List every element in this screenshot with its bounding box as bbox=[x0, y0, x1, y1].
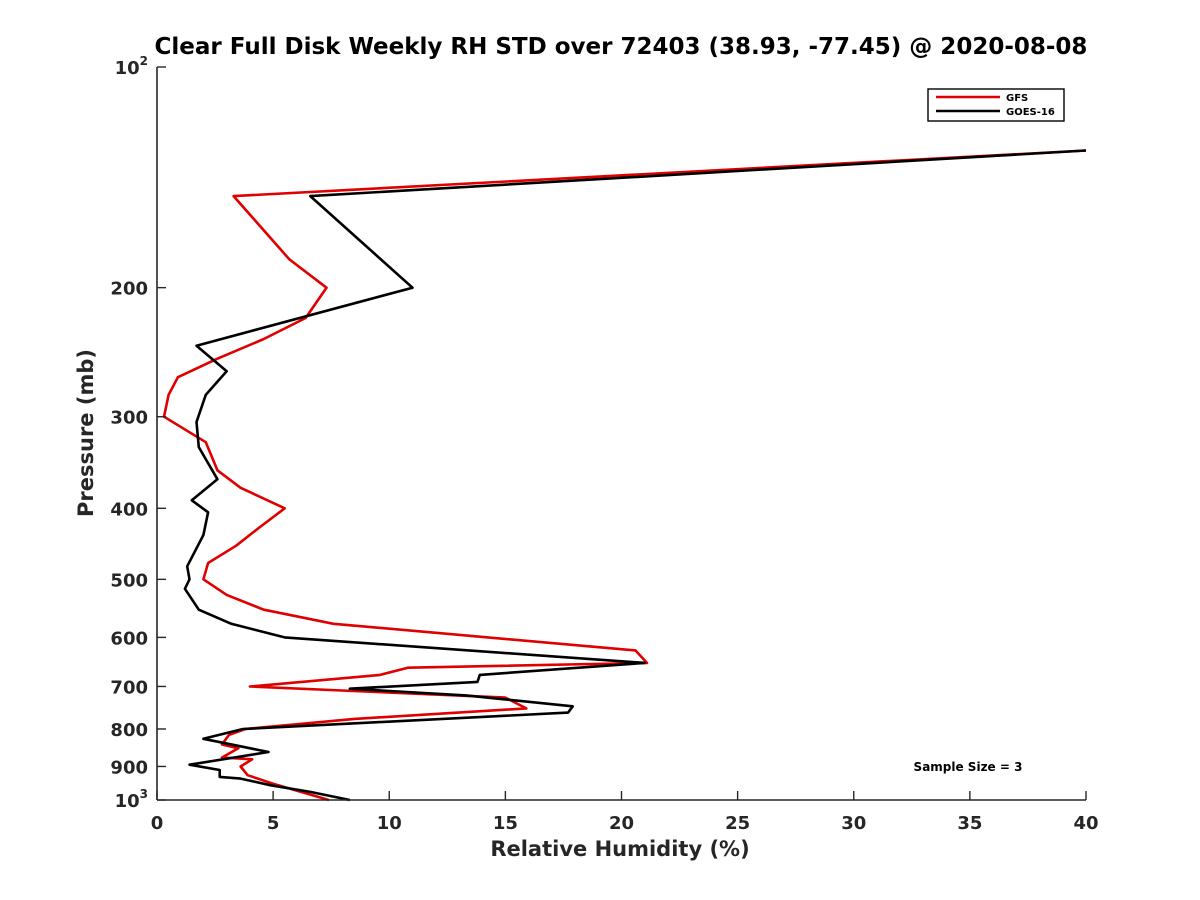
y-tick-label: 300 bbox=[110, 408, 148, 429]
series-line-gfs bbox=[162, 149, 1087, 802]
x-tick-label: 5 bbox=[267, 813, 280, 834]
legend-label: GOES-16 bbox=[1006, 107, 1055, 118]
y-tick-label: 103 bbox=[115, 787, 148, 812]
legend: GFS GOES-16 bbox=[927, 88, 1065, 122]
x-tick-label: 0 bbox=[151, 813, 164, 834]
y-tick-label: 200 bbox=[110, 279, 148, 300]
plot-area: 0 5 10 15 20 25 30 35 40102200300400500600700800… bbox=[110, 54, 1098, 834]
x-tick-label: 25 bbox=[725, 813, 750, 834]
x-axis-label: Relative Humidity (%) bbox=[490, 837, 749, 861]
legend-box bbox=[927, 88, 1065, 122]
y-tick-label: 800 bbox=[110, 720, 148, 741]
y-axis-label: Pressure (mb) bbox=[74, 349, 98, 517]
series-line-goes-16 bbox=[183, 149, 1087, 802]
y-tick-label: 400 bbox=[110, 499, 148, 520]
x-tick-label: 20 bbox=[609, 813, 634, 834]
x-tick-label: 30 bbox=[841, 813, 866, 834]
y-tick-label: 102 bbox=[115, 54, 148, 79]
y-tick-label: 900 bbox=[110, 757, 148, 778]
x-tick-label: 35 bbox=[957, 813, 982, 834]
y-tick-exponent: 3 bbox=[140, 787, 148, 801]
y-tick-base: 10 bbox=[115, 791, 140, 812]
sample-size-annotation: Sample Size = 3 bbox=[914, 760, 1023, 774]
y-tick-exponent: 2 bbox=[140, 54, 148, 68]
y-tick-base: 10 bbox=[115, 58, 140, 79]
x-tick-label: 15 bbox=[493, 813, 518, 834]
x-tick-label: 40 bbox=[1073, 813, 1098, 834]
chart-title: Clear Full Disk Weekly RH STD over 72403… bbox=[155, 34, 1088, 60]
x-tick-label: 10 bbox=[377, 813, 402, 834]
y-tick-label: 700 bbox=[110, 677, 148, 698]
y-tick-label: 500 bbox=[110, 570, 148, 591]
y-tick-label: 600 bbox=[110, 628, 148, 649]
legend-label: GFS bbox=[1006, 93, 1028, 104]
